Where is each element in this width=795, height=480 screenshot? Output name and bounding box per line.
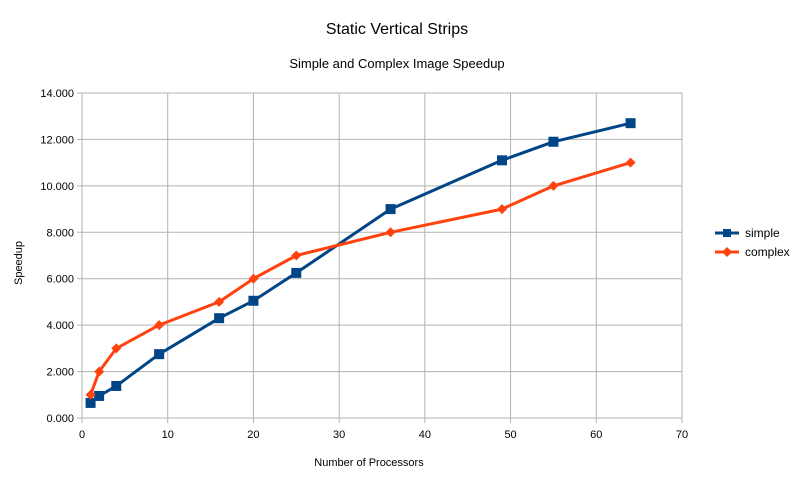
data-point-simple [154,349,165,360]
y-tick-label: 4.000 [46,320,74,332]
data-point-simple [94,390,105,401]
legend-label-simple: simple [745,226,780,240]
data-point-complex [248,273,259,284]
data-point-complex [291,250,302,261]
data-point-complex [94,366,105,377]
data-point-simple [385,204,396,215]
plot-area: 0 10 20 30 40 50 60 70 0.000 2.000 4.000 6.000 8.00… [40,88,688,441]
legend-label-complex: complex [745,245,790,259]
y-tick-label: 8.000 [46,227,74,239]
legend-marker-complex [722,247,732,257]
data-point-simple [85,397,96,408]
x-axis-label: Number of Processors [314,457,424,469]
x-tick-label: 60 [590,429,602,441]
legend-item-simple: simple [715,226,780,240]
data-point-complex [154,320,165,331]
y-tick-label: 6.000 [46,274,74,286]
y-tick-label: 0.000 [46,413,74,425]
y-tick-label: 2.000 [46,367,74,379]
legend: simple complex [715,226,790,259]
y-tick-label: 10.000 [40,181,74,193]
axes [77,92,683,423]
data-point-complex [85,389,96,400]
data-point-complex [214,296,225,307]
x-tick-label: 40 [419,429,431,441]
plot-border [81,92,683,419]
grid-lines [81,92,683,419]
data-point-complex [497,204,507,215]
x-tick-label: 70 [676,429,688,441]
x-tick-label: 30 [333,429,345,441]
y-tick-label: 12.000 [40,134,74,146]
legend-marker-simple [723,229,731,237]
y-tick-labels: 0.000 2.000 4.000 6.000 8.000 10.000 12.000 14.… [40,88,74,425]
x-tick-label: 0 [79,429,85,441]
data-point-simple [214,313,225,324]
y-tick-label: 14.000 [40,88,74,100]
data-point-complex [548,180,559,191]
data-point-simple [625,118,636,129]
chart-subtitle: Simple and Complex Image Speedup [289,56,504,71]
data-point-simple [111,380,122,391]
series-layer [85,118,636,408]
x-tick-label: 50 [504,429,516,441]
data-point-complex [625,157,636,168]
plot-background [82,93,682,418]
data-point-complex [111,343,122,354]
legend-item-complex: complex [715,245,790,259]
series-complex [85,157,636,400]
data-point-simple [497,155,507,166]
x-tick-labels: 0 10 20 30 40 50 60 70 [79,429,688,441]
x-tick-label: 20 [247,429,259,441]
x-tick-label: 10 [162,429,174,441]
data-point-simple [291,267,302,278]
data-point-complex [385,227,396,238]
data-point-simple [548,136,559,147]
data-point-simple [248,295,259,306]
series-simple [85,118,636,408]
chart-title: Static Vertical Strips [326,21,468,38]
y-axis-label: Speedup [13,241,25,285]
